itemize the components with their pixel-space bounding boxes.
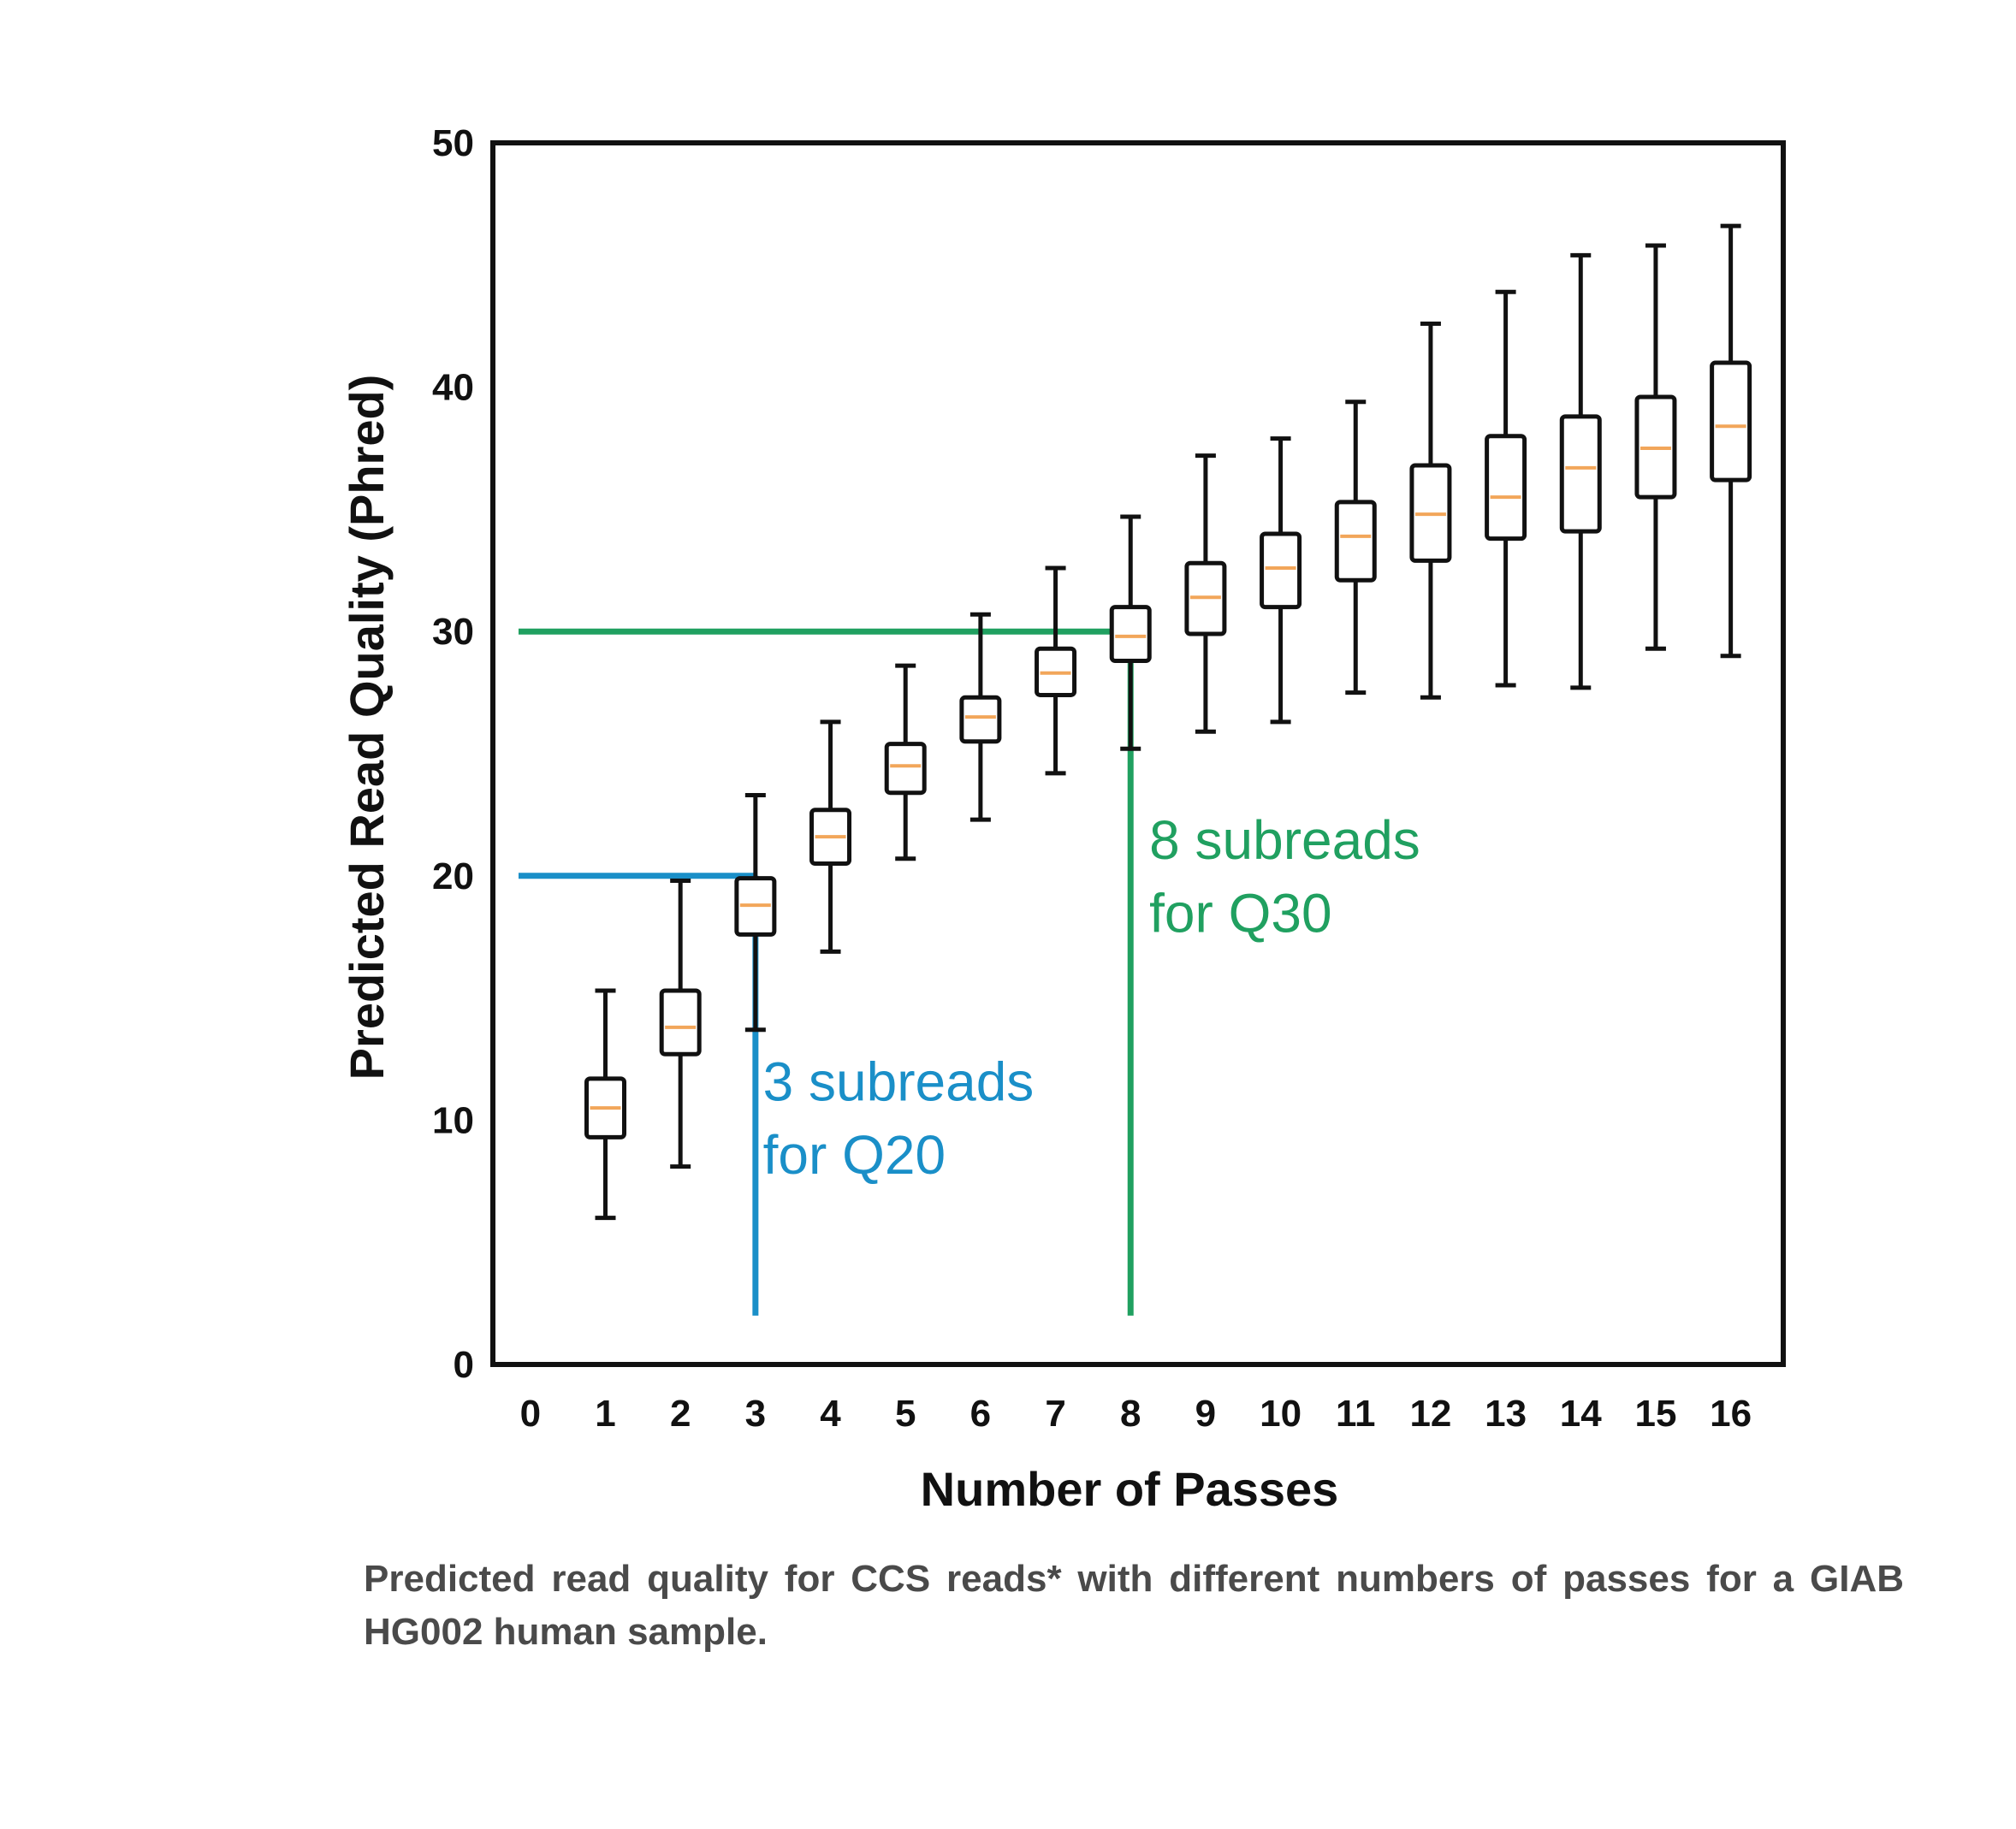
y-tick-label: 20 [432, 855, 474, 897]
box-6 [959, 612, 1002, 822]
iqr-box [959, 695, 1002, 744]
q30-annotation-line-2: for Q30 [1149, 882, 1331, 944]
x-tick-label: 16 [1710, 1393, 1752, 1435]
x-tick-label: 8 [1120, 1393, 1141, 1435]
x-tick-label: 5 [895, 1393, 916, 1435]
q20-annotation-line-2: for Q20 [763, 1124, 946, 1186]
box-10 [1260, 436, 1302, 725]
x-tick-label: 13 [1485, 1393, 1527, 1435]
box-9 [1184, 453, 1227, 734]
figure-caption: Predicted read quality for CCS reads* wi… [364, 1558, 1904, 1653]
y-tick-label: 50 [432, 122, 474, 164]
box-1 [584, 988, 627, 1221]
x-tick-label: 10 [1260, 1393, 1302, 1435]
iqr-box [1485, 434, 1527, 542]
iqr-box [1710, 360, 1752, 482]
x-tick-label: 9 [1195, 1393, 1216, 1435]
x-tick-label: 4 [820, 1393, 841, 1435]
plot-frame [490, 140, 1786, 1367]
x-tick-label: 15 [1634, 1393, 1676, 1435]
box-8 [1109, 514, 1152, 751]
box-2 [659, 879, 702, 1169]
box-16 [1710, 223, 1752, 659]
x-tick-label: 1 [595, 1393, 615, 1435]
y-axis-title: Predicted Read Quality (Phred) [340, 375, 394, 1080]
x-axis-ticks: 0 1 2 3 4 5 6 7 8 9 10 11 12 13 14 15 16 [520, 1393, 1752, 1435]
box-series [584, 223, 1752, 1221]
x-tick-label: 14 [1560, 1393, 1602, 1435]
box-11 [1334, 400, 1377, 695]
annotations: 3 subreads for Q20 8 subreads for Q30 [763, 809, 1420, 1186]
y-tick-label: 0 [454, 1344, 474, 1386]
iqr-box [1334, 500, 1377, 583]
box-15 [1634, 243, 1677, 651]
x-tick-label: 7 [1045, 1393, 1065, 1435]
iqr-box [1109, 605, 1152, 663]
box-12 [1409, 321, 1452, 700]
box-7 [1035, 565, 1077, 776]
q30-annotation-line-1: 8 subreads [1149, 809, 1420, 871]
iqr-box [659, 988, 702, 1057]
iqr-box [1260, 531, 1302, 610]
x-tick-label: 11 [1336, 1393, 1376, 1435]
y-tick-label: 10 [432, 1099, 474, 1141]
box-14 [1559, 252, 1602, 690]
x-tick-label: 3 [745, 1393, 766, 1435]
y-tick-label: 30 [432, 611, 474, 653]
box-13 [1485, 289, 1527, 688]
iqr-box [884, 742, 927, 796]
box-3 [734, 793, 777, 1033]
x-tick-label: 2 [670, 1393, 691, 1435]
x-tick-label: 6 [970, 1393, 991, 1435]
iqr-box [1559, 414, 1602, 534]
box-4 [809, 719, 852, 954]
y-axis-ticks: 0 10 20 30 40 50 [432, 122, 474, 1386]
x-axis-title: Number of Passes [921, 1462, 1339, 1516]
x-tick-label: 12 [1409, 1393, 1451, 1435]
reference-lines [519, 628, 1134, 1316]
box-5 [884, 663, 927, 861]
q20-annotation-line-1: 3 subreads [763, 1051, 1035, 1113]
x-tick-label: 0 [520, 1393, 541, 1435]
y-tick-label: 40 [432, 367, 474, 409]
